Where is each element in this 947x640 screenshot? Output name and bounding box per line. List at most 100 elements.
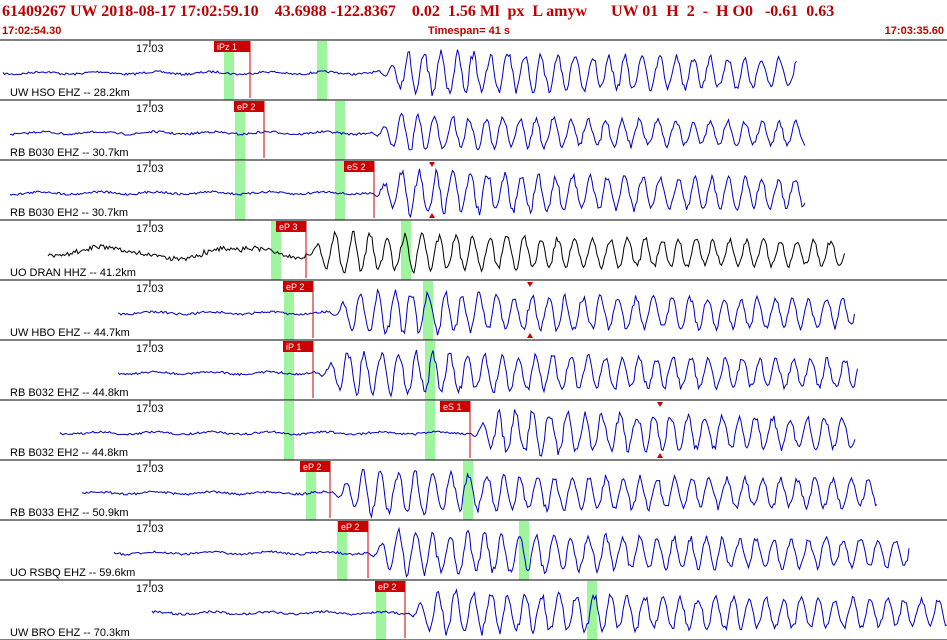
- trace-row[interactable]: 17:03 eS 1 RB B032 EH2 -- 44.8km: [0, 400, 947, 461]
- time-tick-label: 17:03: [136, 583, 164, 595]
- trace-row[interactable]: 17:03 eP 2 UO RSBQ EHZ -- 59.6km: [0, 520, 947, 581]
- amplitude-marker-top: [657, 402, 663, 407]
- end-time: 17:03:35.60: [884, 25, 944, 37]
- phase-pick-label: iP 1: [286, 342, 301, 352]
- origin-datetime: 2018-08-17 17:02:59.10: [101, 3, 259, 20]
- waveform: [117, 288, 855, 336]
- time-tick-label: 17:03: [136, 343, 164, 355]
- phase-pick-flag[interactable]: [300, 461, 330, 472]
- waveform: [117, 349, 858, 398]
- value-2: 0.63: [806, 3, 835, 20]
- time-window-marker: [235, 161, 245, 220]
- solution-flags: px L amyw: [507, 3, 588, 20]
- time-window-marker: [306, 461, 316, 520]
- waveform: [9, 167, 806, 219]
- station-label: RB B030 EH2 -- 30.7km: [10, 207, 128, 219]
- time-window-marker: [284, 341, 294, 400]
- trace-row[interactable]: 17:03 eP 2 UW HBO EHZ -- 44.7km: [0, 280, 947, 341]
- timespan: Timespan= 41 s: [428, 25, 510, 37]
- amplitude-marker-top: [429, 162, 435, 167]
- time-window-marker: [425, 341, 435, 400]
- time-window-marker: [335, 161, 345, 220]
- timespan-value: 41 s: [488, 25, 511, 37]
- time-window-marker: [463, 461, 473, 520]
- time-window-marker: [284, 281, 294, 340]
- station-label: UO RSBQ EHZ -- 59.6km: [10, 567, 135, 579]
- time-window-marker: [284, 401, 294, 460]
- phase-pick-flag[interactable]: [276, 221, 306, 232]
- event-header: 61409267 UW 2018-08-17 17:02:59.10 43.69…: [0, 0, 947, 40]
- trace-row[interactable]: 17:03 iP 1 RB B032 EHZ -- 44.8km: [0, 340, 947, 401]
- waveform: [113, 526, 910, 578]
- time-tick-label: 17:03: [136, 43, 164, 55]
- start-time: 17:02:54.30: [2, 25, 62, 37]
- trace-row[interactable]: 17:03 iPz 1 UW HSO EHZ -- 28.2km: [0, 40, 947, 101]
- longitude: -122.8367: [330, 3, 396, 20]
- phase-pick-label: eP 2: [237, 102, 255, 112]
- waveform: [151, 588, 947, 636]
- phase-pick-label: eP 2: [341, 522, 359, 532]
- phase-pick-flag[interactable]: [338, 521, 368, 532]
- phase-pick-label: eP 2: [286, 282, 304, 292]
- time-window-marker: [587, 581, 597, 640]
- waveform: [2, 49, 797, 97]
- phase-pick-flag[interactable]: [344, 161, 374, 172]
- time-window-marker: [401, 221, 411, 280]
- magnitude-type: Ml: [479, 3, 500, 20]
- time-window-marker: [423, 281, 433, 340]
- waveform: [47, 230, 845, 274]
- time-window-marker: [335, 101, 345, 160]
- time-window-marker: [337, 521, 347, 580]
- phase-pick-label: eS 2: [347, 162, 366, 172]
- phase-pick-label: eS 1: [443, 402, 462, 412]
- value-1: -0.61: [764, 3, 799, 20]
- station-label: RB B030 EHZ -- 30.7km: [10, 147, 129, 159]
- time-tick-label: 17:03: [136, 283, 164, 295]
- trace-row[interactable]: 17:03 eP 3 UO DRAN HHZ -- 41.2km: [0, 220, 947, 281]
- time-window-marker: [376, 581, 386, 640]
- station-label: UW BRO EHZ -- 70.3km: [10, 627, 130, 639]
- amplitude-marker-bottom: [429, 213, 435, 218]
- station-label: RB B033 EHZ -- 50.9km: [10, 507, 129, 519]
- timespan-label: Timespan=: [428, 25, 486, 37]
- phase-pick-flag[interactable]: [234, 101, 264, 112]
- network-code: UW: [70, 3, 98, 20]
- phase-pick-flag[interactable]: [375, 581, 405, 592]
- trace-row[interactable]: 17:03 eP 2 RB B030 EHZ -- 30.7km: [0, 100, 947, 161]
- phase-pick-label: eP 3: [279, 222, 297, 232]
- time-tick-label: 17:03: [136, 163, 164, 175]
- time-tick-label: 17:03: [136, 403, 164, 415]
- event-summary-line: 61409267 UW 2018-08-17 17:02:59.10 43.69…: [2, 3, 834, 21]
- phase-pick-flag[interactable]: [214, 41, 250, 52]
- time-window-marker: [271, 221, 281, 280]
- waveform: [59, 408, 856, 457]
- phase-pick-flag[interactable]: [440, 401, 470, 412]
- time-window-marker: [224, 41, 234, 100]
- station-label: UW HBO EHZ -- 44.7km: [10, 327, 130, 339]
- waveform: [81, 468, 878, 519]
- trace-row[interactable]: 17:03 eS 2 RB B030 EH2 -- 30.7km: [0, 160, 947, 221]
- trace-row[interactable]: 17:03 eP 2 RB B033 EHZ -- 50.9km: [0, 460, 947, 521]
- phase-pick-label: eP 2: [303, 462, 321, 472]
- time-tick-label: 17:03: [136, 523, 164, 535]
- solution-source: UW 01 H 2 - H O0: [611, 3, 753, 20]
- amplitude-marker-top: [527, 282, 533, 287]
- station-label: UW HSO EHZ -- 28.2km: [10, 87, 130, 99]
- waveform: [9, 112, 806, 151]
- time-tick-label: 17:03: [136, 103, 164, 115]
- magnitude: 1.56: [447, 3, 476, 20]
- station-label: UO DRAN HHZ -- 41.2km: [10, 267, 136, 279]
- phase-pick-label: eP 2: [378, 582, 396, 592]
- station-label: RB B032 EHZ -- 44.8km: [10, 387, 129, 399]
- depth: 0.02: [411, 3, 440, 20]
- time-tick-label: 17:03: [136, 463, 164, 475]
- amplitude-marker-bottom: [527, 333, 533, 338]
- phase-pick-flag[interactable]: [283, 281, 313, 292]
- amplitude-marker-bottom: [657, 453, 663, 458]
- time-window-marker: [519, 521, 529, 580]
- trace-row[interactable]: 17:03 eP 2 UW BRO EHZ -- 70.3km: [0, 580, 947, 640]
- latitude: 43.6988: [274, 3, 327, 20]
- phase-pick-flag[interactable]: [283, 341, 313, 352]
- event-id: 61409267: [2, 3, 66, 20]
